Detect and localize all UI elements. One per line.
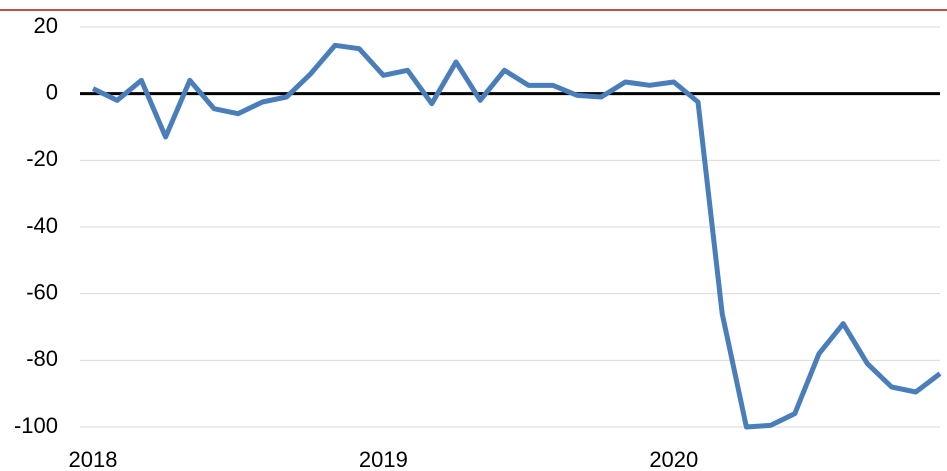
y-tick-label: -20 (26, 146, 58, 171)
y-tick-label: -100 (14, 413, 58, 438)
line-series (91, 42, 942, 430)
y-tick-label: 20 (34, 13, 58, 38)
y-tick-label: -60 (26, 279, 58, 304)
x-tick-label: 2019 (359, 447, 408, 471)
y-tick-label: -80 (26, 346, 58, 371)
y-tick-label: 0 (46, 79, 58, 104)
x-tick-label: 2018 (69, 447, 118, 471)
x-tick-label: 2020 (649, 447, 698, 471)
y-tick-label: -40 (26, 213, 58, 238)
